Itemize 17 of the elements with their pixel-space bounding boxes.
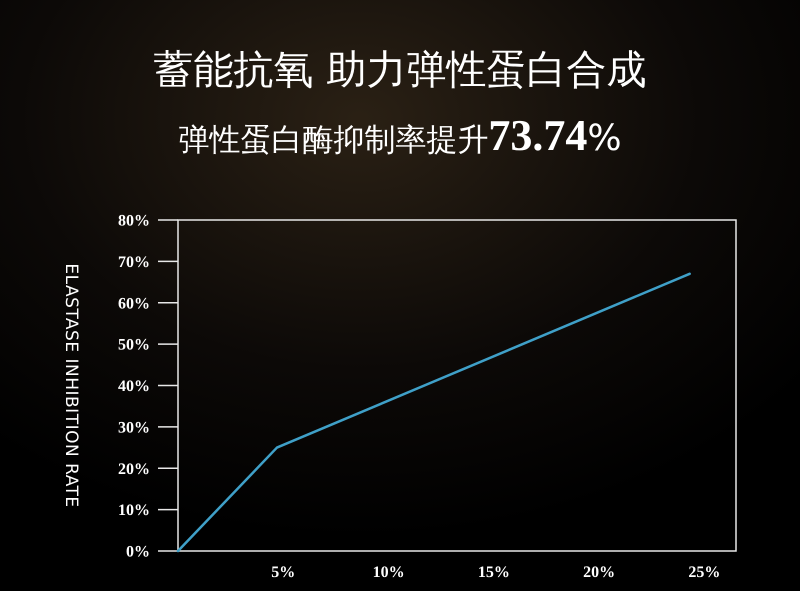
x-tick-label: 25% [688, 564, 720, 581]
y-tick-label: 0% [126, 544, 150, 561]
y-tick-label: 80% [118, 212, 150, 230]
y-tick-label: 30% [118, 419, 150, 436]
x-tick-label: 10% [372, 564, 405, 581]
chart-subtitle: 弹性蛋白酶抑制率提升73.74% [178, 111, 622, 160]
x-tick-label: 5% [271, 564, 296, 581]
y-tick-label: 10% [118, 502, 150, 520]
x-tick-label: 15% [478, 564, 510, 581]
y-tick-label: 20% [118, 460, 150, 478]
chart-title: 蓄能抗氧 助力弹性蛋白合成 [154, 47, 646, 93]
y-tick-label: 70% [118, 254, 150, 271]
x-tick-label: 20% [583, 564, 616, 581]
y-axis-title: ELASTASE INHIBITION RATE [61, 263, 81, 508]
y-tick-label: 60% [118, 295, 150, 312]
y-tick-label: 50% [118, 336, 150, 354]
y-tick-label: 40% [118, 378, 150, 396]
